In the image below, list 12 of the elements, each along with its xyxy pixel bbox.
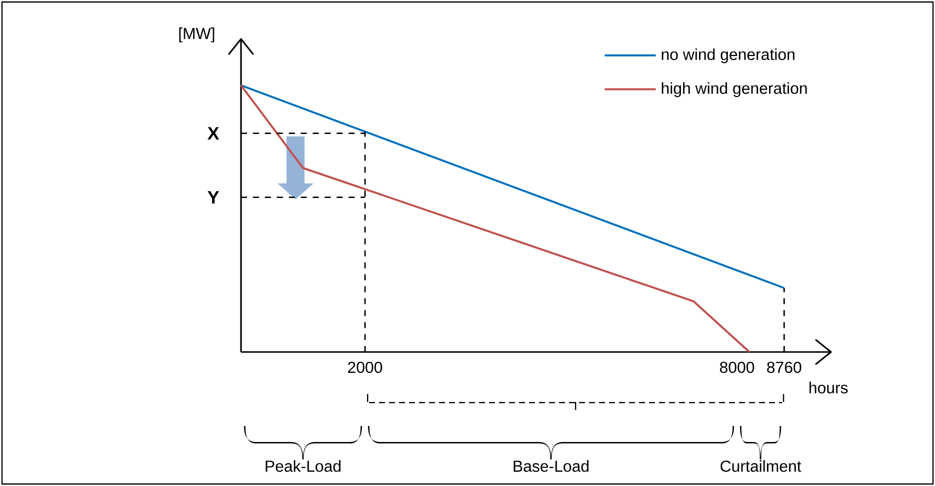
text: Peak-Load <box>266 460 341 472</box>
text: Curtailment <box>720 460 802 472</box>
legend-label: no wind generation <box>662 48 794 64</box>
legend-label: high wind generation <box>662 82 807 98</box>
x-tick-label: 2000 <box>348 362 382 373</box>
text: Base-Load <box>514 460 589 472</box>
ref-line-label: Y <box>208 191 220 204</box>
x-tick-label: 8760 <box>767 362 802 373</box>
x-tick-label: 8000 <box>720 362 754 373</box>
ref-line-label: X <box>208 127 220 140</box>
x-axis-title: hours <box>810 382 848 394</box>
y-axis-title: [MW] <box>179 27 214 42</box>
